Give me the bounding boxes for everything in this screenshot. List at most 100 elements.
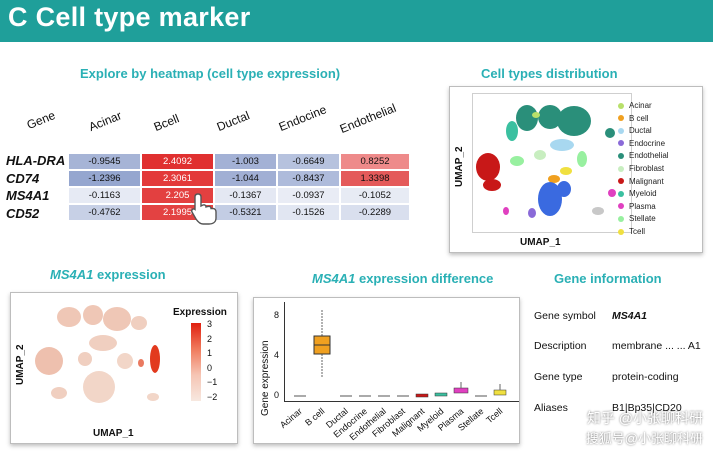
- legend-item[interactable]: Stellate: [618, 214, 656, 223]
- colorbar-tick: 0: [207, 362, 213, 373]
- heatmap-cell[interactable]: -0.1526: [277, 204, 340, 221]
- legend-item[interactable]: Acinar: [618, 101, 652, 110]
- heatmap-cell[interactable]: -0.2289: [340, 204, 410, 221]
- legend-item[interactable]: Ductal: [618, 126, 652, 135]
- difference-title: MS4A1 expression difference: [312, 271, 493, 286]
- gene-type-label: Gene type: [534, 371, 583, 383]
- legend-label: Ductal: [629, 126, 652, 136]
- heatmap-cell[interactable]: -1.2396: [68, 170, 141, 187]
- legend-label: Acinar: [629, 101, 652, 110]
- colorbar-tick: 1: [207, 348, 213, 358]
- box-myeloid: [434, 392, 448, 397]
- category-tick-label: Tcell: [484, 406, 505, 426]
- legend-item[interactable]: Tcell: [618, 227, 645, 236]
- heatmap-cell[interactable]: 0.8252: [340, 153, 410, 170]
- col-bcell[interactable]: Bcell: [151, 111, 182, 134]
- expression-title: MS4A1 expression: [50, 267, 166, 282]
- legend-label: Malignant: [629, 176, 664, 186]
- difference-title-rest: expression difference: [355, 271, 494, 286]
- heatmap-cell[interactable]: -1.044: [214, 170, 277, 187]
- cell-types-ylabel: UMAP_2: [454, 146, 465, 187]
- colorbar-tick: −2: [207, 391, 218, 402]
- category-tick-label: B cell: [303, 406, 327, 428]
- legend-item[interactable]: Fibroblast: [618, 164, 664, 173]
- legend-dot-icon: [618, 165, 624, 172]
- ytick: 4: [274, 350, 280, 360]
- aliases-label: Aliases: [534, 402, 568, 414]
- legend-label: Endothelial: [629, 151, 669, 161]
- page-title: C Cell type marker: [8, 2, 251, 32]
- legend-item[interactable]: Myeloid: [618, 189, 657, 198]
- description-label: Description: [534, 340, 587, 352]
- legend-dot-icon: [618, 115, 624, 122]
- col-acinar[interactable]: Acinar: [86, 108, 124, 134]
- category-tick-label: Acinar: [278, 406, 305, 431]
- colorbar: [191, 323, 201, 401]
- heatmap-cell[interactable]: -0.8437: [277, 170, 340, 187]
- legend-item[interactable]: Endothelial: [618, 151, 669, 160]
- legend-item[interactable]: Plasma: [618, 202, 656, 211]
- heatmap-cell[interactable]: -0.5321: [214, 204, 277, 221]
- heatmap-cell[interactable]: 2.4092: [141, 153, 214, 170]
- heatmap-title: Explore by heatmap (cell type expression…: [80, 66, 341, 81]
- watermark-zhihu: 知乎 @小张聊科研: [586, 410, 703, 426]
- difference-title-gene: MS4A1: [312, 271, 356, 286]
- expression-title-rest: expression: [93, 267, 166, 282]
- legend-label: Tcell: [629, 227, 646, 236]
- legend-dot-icon: [618, 203, 624, 210]
- expression-panel: UMAP_2 UMAP_1 Expression 3 2 1 0 −1 −2: [10, 292, 238, 444]
- aliases-value: B1|Bp35|CD20: [612, 402, 682, 414]
- heatmap-cell[interactable]: 1.3398: [340, 170, 410, 187]
- heatmap-cell[interactable]: -0.1163: [68, 187, 141, 204]
- hand-cursor-icon: [191, 193, 217, 225]
- heatmap-cell[interactable]: 2.3061: [141, 170, 214, 187]
- heatmap-cell[interactable]: -0.0937: [277, 187, 340, 204]
- box-tcell: [493, 389, 507, 396]
- cell-types-xlabel: UMAP_1: [520, 237, 561, 248]
- gene-header: Gene: [24, 108, 58, 132]
- difference-ylabel: Gene expression: [260, 340, 271, 416]
- umap-expression-plot: [35, 305, 160, 403]
- legend-label: Endocrine: [629, 138, 666, 148]
- col-endocine[interactable]: Endocine: [276, 102, 329, 134]
- legend-dot-icon: [618, 228, 624, 235]
- description-value: membrane ... ... A1: [612, 340, 701, 352]
- legend-dot-icon: [618, 127, 624, 134]
- legend-label: Myeloid: [629, 189, 657, 199]
- col-endothelial[interactable]: Endothelial: [337, 100, 399, 136]
- ytick: 0: [274, 390, 280, 400]
- row-gene-hla-dra[interactable]: HLA-DRA: [6, 153, 66, 168]
- umap-cell-types-plot: [472, 93, 632, 233]
- legend-dot-icon: [618, 178, 624, 185]
- legend-dot-icon: [618, 190, 624, 197]
- difference-panel: Gene expression 8 4 0 Acin: [253, 297, 520, 444]
- legend-item[interactable]: Malignant: [618, 177, 664, 186]
- heatmap-cell[interactable]: -0.9545: [68, 153, 141, 170]
- heatmap-cell[interactable]: -0.4762: [68, 204, 141, 221]
- legend-item[interactable]: Endocrine: [618, 139, 665, 148]
- heatmap-cell[interactable]: -0.1052: [340, 187, 410, 204]
- row-gene-cd52[interactable]: CD52: [6, 206, 40, 221]
- legend-item[interactable]: B cell: [618, 114, 649, 123]
- legend-dot-icon: [618, 140, 624, 147]
- row-gene-ms4a1[interactable]: MS4A1: [6, 188, 50, 203]
- boxplot: [284, 302, 519, 402]
- cell-types-title: Cell types distribution: [481, 66, 618, 81]
- heatmap-cell[interactable]: -1.003: [214, 153, 277, 170]
- watermark-sohu: 搜狐号@小张聊科研: [585, 431, 703, 446]
- colorbar-tick: −1: [207, 377, 218, 387]
- colorbar-tick: 2: [207, 333, 213, 344]
- cell-types-panel: UMAP_2 UMAP_1 Acinar B cell Ductal Endocrin…: [449, 86, 703, 253]
- legend-dot-icon: [618, 215, 624, 222]
- row-gene-cd74[interactable]: CD74: [6, 171, 40, 186]
- heatmap-cell[interactable]: -0.1367: [214, 187, 277, 204]
- gene-info-title: Gene information: [554, 271, 662, 286]
- header-bar: C Cell type marker: [0, 0, 713, 42]
- expression-ylabel: UMAP_2: [15, 344, 26, 385]
- ytick: 8: [274, 310, 280, 320]
- col-ductal[interactable]: Ductal: [214, 108, 252, 134]
- legend-label: Stellate: [629, 214, 656, 224]
- legend-dot-icon: [618, 152, 624, 159]
- heatmap-cell[interactable]: -0.6649: [277, 153, 340, 170]
- legend-label: Plasma: [629, 201, 656, 211]
